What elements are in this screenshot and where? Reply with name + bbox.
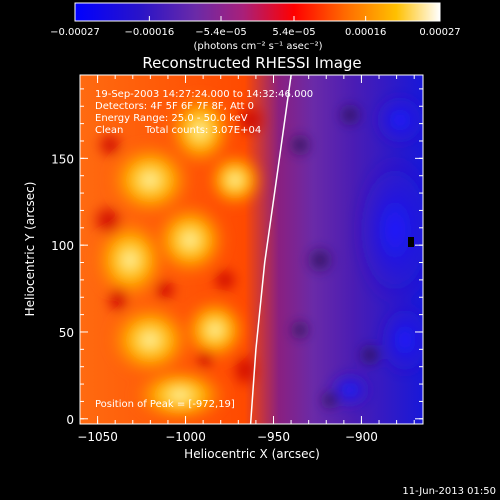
- annotation-total-counts: Total counts: 3.07E+04: [144, 125, 261, 136]
- y-tick-label: 100: [51, 239, 74, 253]
- marker: [408, 237, 414, 247]
- heatmap-image: [80, 75, 423, 424]
- annotation-energy-range: Energy Range: 25.0 - 50.0 keV: [95, 113, 248, 124]
- solar-limb-line: [249, 75, 292, 424]
- annotation-detectors: Detectors: 4F 5F 6F 7F 8F, Att 0: [95, 101, 254, 112]
- x-tick-label: −1000: [165, 430, 206, 444]
- footer-timestamp: 11-Jun-2013 01:50: [402, 486, 496, 497]
- colorbar: [74, 2, 441, 22]
- colorbar-tick-labels: −0.00027 −0.00016 −5.4e−05 5.4e−05 0.00016 0.…: [50, 27, 461, 38]
- colorbar-ticks: [74, 16, 441, 21]
- y-axis-label: Heliocentric Y (arcsec): [23, 182, 37, 317]
- colorbar-tick-label: −5.4e−05: [195, 27, 247, 38]
- annotations: 19-Sep-2003 14:27:24.000 to 14:32:46.000…: [95, 89, 313, 410]
- x-axis-tick-labels: −1050 −1000 −950 −900: [77, 430, 378, 444]
- plot-frame: [79, 74, 424, 425]
- x-tick-label: −950: [257, 430, 290, 444]
- y-axis-ticks: [80, 88, 423, 420]
- colorbar-tick-label: −0.00016: [124, 27, 174, 38]
- y-tick-label: 0: [66, 413, 74, 427]
- colorbar-tick-label: 0.00027: [419, 27, 460, 38]
- colorbar-tick-label: 0.00016: [345, 27, 386, 38]
- colorbar-units-label: (photons cm⁻² s⁻¹ asec⁻²): [193, 41, 322, 52]
- annotation-peak-position: Position of Peak = [-972,19]: [95, 399, 235, 410]
- annotation-method: Clean: [95, 125, 123, 136]
- y-axis-tick-labels: 0 50 100 150: [51, 152, 74, 426]
- chart-title: Reconstructed RHESSI Image: [142, 54, 361, 72]
- x-axis-label: Heliocentric X (arcsec): [184, 447, 320, 461]
- y-tick-label: 50: [59, 326, 74, 340]
- x-tick-label: −1050: [77, 430, 118, 444]
- x-axis-ticks: [79, 75, 415, 424]
- annotation-time-range: 19-Sep-2003 14:27:24.000 to 14:32:46.000: [95, 89, 313, 100]
- colorbar-tick-label: 5.4e−05: [272, 27, 315, 38]
- x-tick-label: −900: [345, 430, 378, 444]
- colorbar-tick-label: −0.00027: [50, 27, 100, 38]
- y-tick-label: 150: [51, 152, 74, 166]
